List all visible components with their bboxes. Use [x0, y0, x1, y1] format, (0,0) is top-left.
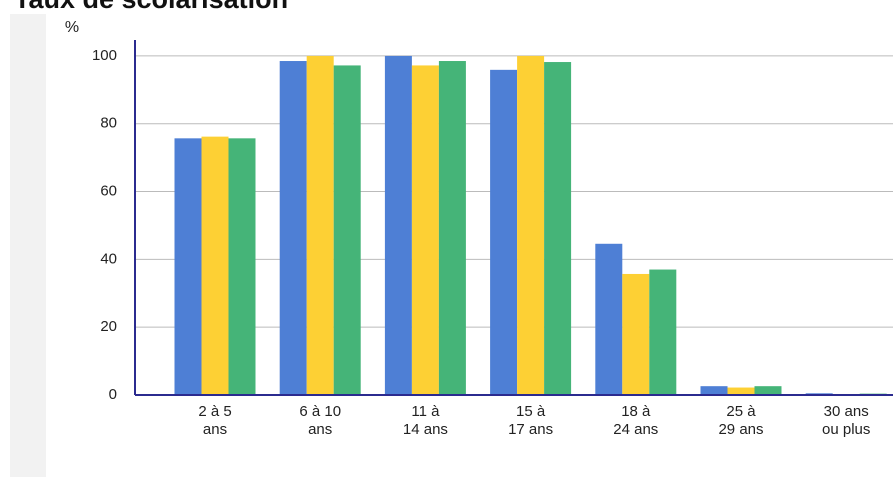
bar: [306, 55, 334, 396]
bar: [333, 65, 361, 395]
bar: [490, 69, 518, 395]
y-tick-label: 100: [92, 47, 117, 64]
bar: [727, 387, 755, 395]
bar: [279, 61, 307, 395]
x-tick-label: 18 à 24 ans: [613, 403, 658, 438]
x-tick-label: 11 à 14 ans: [403, 403, 448, 438]
bar: [174, 138, 202, 395]
bar: [384, 55, 412, 396]
bar: [228, 138, 256, 395]
x-tick-label: 2 à 5 ans: [198, 403, 231, 438]
y-tick-label: 80: [100, 115, 117, 132]
bar: [649, 269, 677, 395]
x-tick-label: 30 ans ou plus: [822, 403, 870, 438]
bar: [595, 243, 623, 395]
x-tick-label: 15 à 17 ans: [508, 403, 553, 438]
y-tick-label: 0: [109, 386, 117, 403]
y-tick-label: 20: [100, 318, 117, 335]
side-strip: [10, 14, 46, 477]
bar: [622, 273, 650, 395]
bar: [438, 61, 466, 395]
y-axis-label: %: [65, 19, 79, 36]
bar: [517, 55, 545, 396]
bar: [201, 136, 229, 395]
bar: [754, 386, 782, 395]
x-tick-label: 25 à 29 ans: [718, 403, 763, 438]
bar: [411, 65, 439, 395]
bar: [544, 62, 572, 396]
bar: [700, 386, 728, 395]
y-tick-label: 60: [100, 183, 117, 200]
y-tick-label: 40: [100, 250, 117, 267]
x-tick-label: 6 à 10 ans: [299, 403, 341, 438]
chart-title: Taux de scolarisation: [14, 0, 288, 14]
